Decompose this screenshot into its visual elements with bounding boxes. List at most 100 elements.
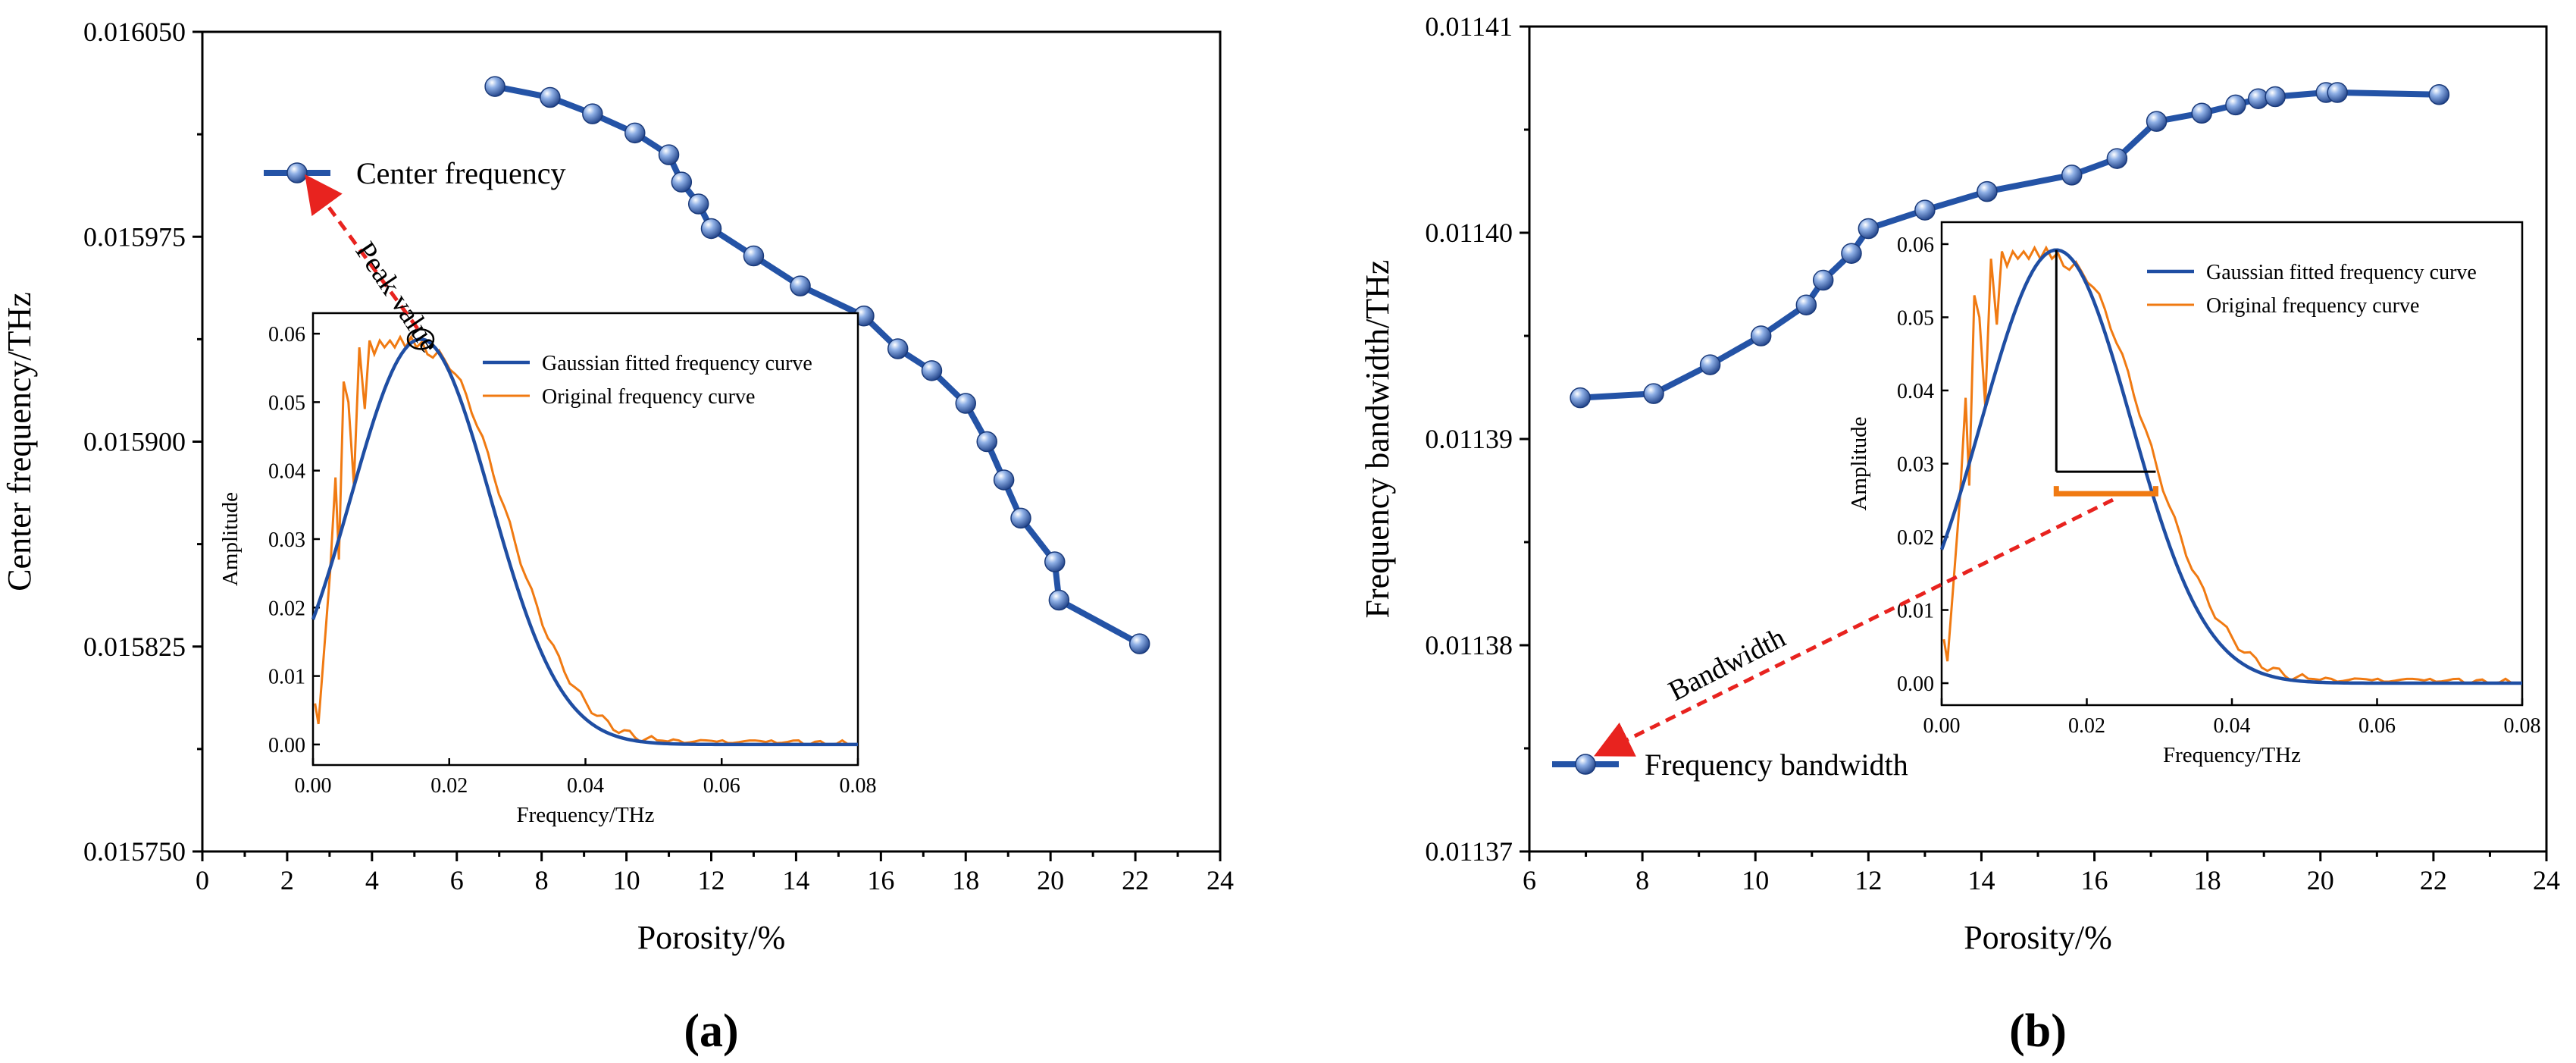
inset-x-tick-label: 0.02 [2068,714,2105,738]
x-tick-label: 10 [1742,865,1769,895]
chart-panel-a: 0 2 4 6 8 10 12 14 16 18 20 22 240.0157500.0158250.0… [1,17,1234,1057]
data-point [624,122,646,144]
x-tick-label: 16 [867,865,894,895]
data-point [993,469,1015,491]
data-point [2061,165,2083,186]
original-frequency-curve [314,334,853,746]
data-point [1841,243,1862,264]
inset-y-tick-label: 0.06 [1897,234,1934,257]
bandwidth-bracket [2053,486,2158,497]
y-tick-label: 0.01140 [1425,218,1513,248]
x-tick-label: 2 [280,865,294,895]
y-tick-label: 0.016050 [83,17,186,47]
panel-label: (a) [684,1005,738,1057]
data-point [2265,86,2286,108]
data-point [2327,82,2348,103]
inset-legend-label: Original frequency curve [2206,294,2419,318]
x-tick-label: 0 [196,865,209,895]
inset-x-tick-label: 0.00 [295,774,332,798]
x-axis-label: Porosity/% [637,919,786,956]
y-tick-label: 0.01139 [1425,424,1513,454]
inset-y-tick-label: 0.04 [268,460,305,484]
data-point [921,360,943,381]
y-tick-label: 0.015750 [83,836,186,867]
inset-x-tick-label: 0.00 [1923,714,1961,738]
inset-x-tick-label: 0.04 [2214,714,2251,738]
data-point [743,245,765,267]
inset-y-tick-label: 0.03 [1897,453,1934,477]
inset-y-tick-label: 0.02 [268,597,305,620]
gaussian-fitted-curve [1939,248,2522,685]
data-point [1795,294,1817,315]
data-point [687,193,709,215]
data-point [2225,94,2246,116]
inset-y-tick-label: 0.00 [268,734,305,757]
x-tick-label: 6 [450,865,464,895]
x-tick-label: 22 [2420,865,2447,895]
original-frequency-curve [1942,245,2518,685]
data-point [955,393,976,414]
data-point [1570,387,1591,409]
data-point [1858,218,1880,240]
data-point [2146,111,2168,132]
y-tick-label: 0.015975 [83,221,186,252]
inset-x-tick-label: 0.08 [840,774,877,798]
inset-chart: 0.00 0.02 0.04 0.06 0.080.000.010.020.030.04… [218,312,877,827]
legend-marker [286,162,308,183]
y-axis-label: Center frequency/THz [1,292,38,591]
inset-y-tick-label: 0.01 [268,666,305,689]
x-tick-label: 22 [1122,865,1149,895]
data-point [1128,633,1150,654]
x-tick-label: 24 [2533,865,2560,895]
x-tick-label: 8 [1635,865,1649,895]
x-axis-label: Porosity/% [1964,919,2112,956]
bandwidth-annotation: Bandwidth [1664,622,1791,707]
inset-legend-label: Original frequency curve [542,385,755,409]
data-point [1699,354,1721,375]
inset-frame [1940,221,2524,707]
legend-label: Center frequency [356,156,566,190]
inset-y-tick-label: 0.02 [1897,526,1934,550]
x-tick-label: 18 [952,865,979,895]
peak-marker-circle [406,328,435,350]
inset-x-axis-label: Frequency/THz [2163,743,2301,767]
y-tick-label: 0.01141 [1425,11,1513,42]
data-point [1812,269,1834,291]
gaussian-fitted-curve [311,337,858,747]
data-point [2191,102,2212,124]
inset-x-tick-label: 0.06 [703,774,740,798]
x-tick-label: 6 [1523,865,1536,895]
x-tick-label: 20 [2307,865,2334,895]
inset-y-tick-label: 0.06 [268,323,305,346]
x-tick-label: 12 [698,865,725,895]
x-tick-label: 18 [2194,865,2221,895]
data-point [1044,551,1066,572]
inset-y-axis-label: Amplitude [218,492,243,586]
x-tick-label: 4 [365,865,379,895]
data-point [1010,507,1031,529]
panel-label: (b) [2009,1005,2067,1057]
inset-chart: 0.00 0.02 0.04 0.06 0.080.000.010.020.030.04… [1847,221,2541,767]
x-tick-label: 14 [782,865,809,895]
data-point [1914,199,1936,221]
data-point [2106,148,2128,169]
inset-legend-label: Gaussian fitted frequency curve [2206,261,2477,284]
data-point [1643,383,1664,404]
data-point [887,338,909,359]
inset-y-tick-label: 0.05 [1897,306,1934,330]
x-tick-label: 20 [1037,865,1064,895]
peak-arrow [305,174,420,330]
inset-frame [311,312,859,767]
y-tick-label: 0.01137 [1425,836,1513,867]
data-point [1048,589,1070,611]
y-tick-label: 0.015825 [83,632,186,662]
x-tick-label: 24 [1207,865,1234,895]
inset-y-tick-label: 0.04 [1897,380,1934,403]
chart-panel-b: 6 8 10 12 14 16 18 20 22 24 0.01137 0.01138 0.01139 0… [1359,11,2560,1057]
x-tick-label: 14 [1967,865,1995,895]
data-point [484,76,505,97]
x-tick-label: 10 [613,865,640,895]
inset-x-axis-label: Frequency/THz [517,803,655,827]
inset-y-axis-label: Amplitude [1847,416,1871,510]
